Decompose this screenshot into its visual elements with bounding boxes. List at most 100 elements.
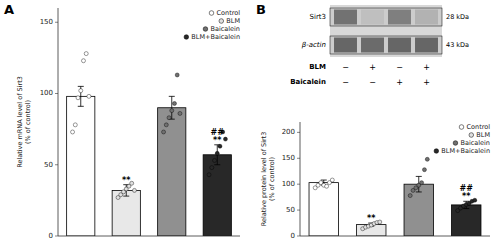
error-cap (123, 196, 129, 197)
data-point (422, 168, 426, 172)
lane-label: + (369, 63, 376, 72)
data-point (218, 144, 222, 148)
data-point (210, 166, 214, 170)
data-point (71, 130, 75, 134)
y-tick (55, 22, 58, 23)
data-point (330, 178, 334, 182)
data-point (420, 181, 424, 185)
data-point (76, 96, 80, 100)
legend-marker (453, 141, 458, 146)
error-cap (416, 191, 422, 192)
blot-band (415, 38, 438, 53)
blot-row-label: Sirt3 (310, 13, 326, 21)
legend-marker (203, 27, 208, 32)
data-point (132, 188, 136, 192)
data-point (87, 94, 91, 98)
x-axis-line (300, 236, 490, 237)
data-point (170, 109, 174, 113)
data-point (223, 137, 227, 141)
legend-marker (209, 11, 214, 16)
y-tick (297, 210, 300, 211)
bar (404, 184, 433, 236)
blot-band (361, 10, 384, 25)
bar (203, 155, 231, 236)
error-cap (78, 86, 84, 87)
blot-row (330, 8, 442, 26)
y-tick-label: 50 (286, 206, 295, 214)
y-tick-label: 0 (49, 232, 53, 240)
data-point (79, 89, 83, 93)
data-point (84, 52, 88, 56)
blot-band (388, 10, 411, 25)
blot-row-note: 43 kDa (446, 41, 469, 49)
blot-band (334, 10, 357, 25)
data-point (207, 173, 211, 177)
y-axis-label: Relative protein level of Sirt3(% of con… (260, 132, 277, 227)
data-point (162, 130, 166, 134)
legend: ControlBLMBaicaleinBLM+Baicalein (434, 123, 490, 155)
annotation: ** (367, 214, 376, 223)
lane-label: − (342, 63, 349, 72)
legend-label: Baicalein (210, 25, 240, 33)
data-point (178, 111, 182, 115)
y-axis-line (300, 122, 301, 236)
blot-band (361, 38, 384, 53)
data-point (73, 123, 77, 127)
data-point (378, 220, 382, 224)
y-tick-label: 200 (282, 128, 295, 136)
figure: 050100150Relative mRNA level of Sirt3(% … (0, 0, 500, 252)
lane-label: − (369, 78, 376, 87)
legend-label: BLM (226, 17, 240, 25)
annotation: ** (462, 192, 471, 201)
bar (452, 205, 481, 236)
data-point (213, 158, 217, 162)
error-cap (214, 164, 220, 165)
error-cap (416, 176, 422, 177)
y-tick-label: 100 (282, 180, 295, 188)
y-tick (55, 164, 58, 165)
lane-label: − (396, 63, 403, 72)
legend-label: BLM+Baicalein (191, 33, 240, 41)
y-tick (297, 132, 300, 133)
y-tick (297, 158, 300, 159)
annotation: ## (211, 128, 225, 137)
data-point (167, 116, 171, 120)
panel-label: A (4, 2, 14, 17)
blot-band (388, 38, 411, 53)
lane-label: + (423, 78, 430, 87)
y-tick-label: 150 (282, 154, 295, 162)
data-point (325, 184, 329, 188)
legend-label: BLM+Baicalein (441, 147, 490, 155)
y-tick-label: 100 (40, 89, 53, 97)
y-tick (297, 236, 300, 237)
data-point (175, 73, 179, 77)
blot-background (330, 5, 442, 57)
data-point (408, 194, 412, 198)
bar (309, 183, 338, 236)
error-cap (321, 180, 327, 181)
bar (67, 96, 95, 236)
data-point (473, 198, 477, 202)
data-point (215, 151, 219, 155)
legend-label: Control (217, 9, 241, 17)
annotation: ** (122, 176, 131, 185)
blot-row (330, 36, 442, 54)
error-line (171, 96, 172, 119)
legend-marker (184, 35, 189, 40)
data-point (81, 59, 85, 63)
legend-label: Control (467, 123, 491, 131)
data-point (425, 157, 429, 161)
annotation: ## (460, 184, 474, 193)
blot-row-label: β-actin (302, 41, 326, 49)
y-tick (297, 184, 300, 185)
blot-band (334, 38, 357, 53)
legend-label: BLM (476, 131, 490, 139)
blot-row-note: 28 kDa (446, 13, 469, 21)
y-axis-label-line: Relative protein level of Sirt3 (260, 132, 268, 227)
legend-marker (459, 125, 464, 130)
lane-label: + (396, 78, 403, 87)
annotation: ** (213, 136, 222, 145)
legend-marker (219, 19, 224, 24)
y-tick-label: 50 (44, 161, 53, 169)
legend: ControlBLMBaicaleinBLM+Baicalein (184, 9, 240, 41)
